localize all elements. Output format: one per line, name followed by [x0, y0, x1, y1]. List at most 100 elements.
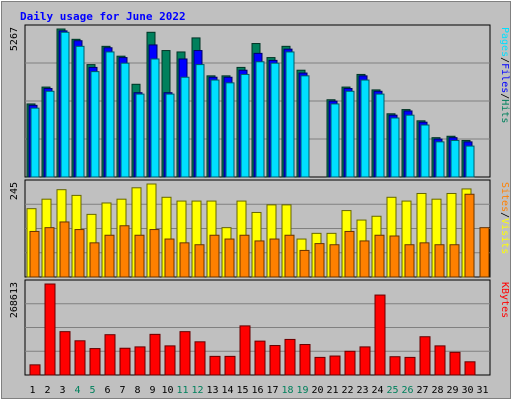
kbytes-bar-day-5 [89, 348, 101, 376]
kbytes-bar-day-24 [374, 294, 386, 376]
sites-bar-day-30 [464, 193, 475, 278]
kbytes-bar-day-30 [464, 361, 476, 376]
pages-bar-day-12 [195, 64, 205, 178]
kbytes-bar-day-17 [269, 345, 281, 376]
kbytes-bar-day-18 [284, 338, 296, 376]
sites-bar-day-15 [239, 234, 250, 278]
hits-files-pages-panel: 5267 Pages/Files/Hits [9, 24, 510, 178]
sites-bar-day-20 [314, 243, 325, 278]
x-tick-label: 3 [59, 385, 65, 396]
sites-bar-day-24 [374, 234, 385, 278]
legend-separator: / [499, 93, 510, 99]
pages-bar-day-17 [270, 62, 280, 178]
pages-bar-day-6 [105, 51, 115, 178]
kbytes-bar-day-26 [404, 356, 416, 376]
pages-bar-day-9 [150, 58, 160, 178]
pages-bar-day-23 [360, 79, 370, 178]
pages-bar-day-29 [450, 139, 460, 178]
legend-sites: Sites [499, 182, 510, 212]
sites-bar-day-22 [344, 230, 355, 278]
right-legend: Sites/Visits [499, 182, 510, 254]
sites-bar-day-31 [479, 227, 490, 278]
kbytes-bar-day-3 [59, 331, 71, 376]
x-tick-label: 19 [296, 385, 308, 396]
sites-bar-day-13 [209, 234, 220, 278]
kbytes-bar-day-25 [389, 356, 401, 376]
sites-bar-day-2 [44, 227, 55, 278]
sites-bar-day-5 [89, 242, 100, 278]
x-tick-label: 23 [356, 385, 368, 396]
right-legend: KBytes [499, 282, 510, 318]
x-tick-label: 1 [29, 385, 35, 396]
x-tick-label: 9 [149, 385, 155, 396]
x-tick-label: 5 [89, 385, 95, 396]
x-tick-label: 12 [191, 385, 203, 396]
sites-bar-day-18 [284, 234, 295, 278]
kbytes-bar-day-6 [104, 334, 116, 376]
sites-bar-day-8 [134, 234, 145, 278]
x-tick-label: 25 [386, 385, 398, 396]
x-tick-label: 13 [206, 385, 218, 396]
sites-bar-day-9 [149, 229, 160, 278]
x-tick-label: 16 [251, 385, 263, 396]
x-tick-label: 24 [371, 385, 383, 396]
kbytes-bar-day-8 [134, 346, 146, 376]
pages-bar-day-5 [90, 71, 100, 178]
x-tick-label: 6 [104, 385, 110, 396]
legend-hits: Hits [499, 99, 510, 123]
pages-bar-day-10 [165, 93, 175, 178]
y-max-label: 5267 [9, 27, 20, 51]
x-tick-label: 18 [281, 385, 293, 396]
sites-bar-day-16 [254, 240, 265, 278]
pages-bar-day-24 [375, 93, 385, 178]
x-tick-label: 27 [416, 385, 428, 396]
kbytes-bar-day-28 [434, 345, 446, 376]
kbytes-bar-day-23 [359, 346, 371, 376]
pages-bar-day-2 [45, 90, 55, 178]
sites-bar-day-19 [299, 249, 310, 278]
legend-pages: Pages [499, 27, 510, 57]
kbytes-bar-day-1 [29, 364, 41, 376]
kbytes-bar-day-2 [44, 283, 56, 376]
sites-bar-day-27 [419, 242, 430, 278]
kbytes-bar-day-27 [419, 336, 431, 376]
kbytes-bar-day-13 [209, 355, 221, 376]
kbytes-bar-day-16 [254, 340, 266, 376]
pages-bar-day-11 [180, 76, 190, 178]
pages-bar-day-30 [465, 145, 475, 178]
sites-bar-day-28 [434, 244, 445, 278]
kbytes-bar-day-22 [344, 350, 356, 376]
pages-bar-day-18 [285, 51, 295, 178]
pages-bar-day-19 [300, 75, 310, 178]
y-max-label: 268613 [9, 282, 20, 318]
legend-kbytes: KBytes [499, 282, 510, 318]
x-tick-label: 15 [236, 385, 248, 396]
legend-files: Files [499, 63, 510, 93]
x-tick-label: 29 [446, 385, 458, 396]
pages-bar-day-13 [210, 79, 220, 178]
kbytes-bar-day-4 [74, 340, 86, 376]
sites-bar-day-1 [29, 230, 40, 278]
sites-bar-day-29 [449, 244, 460, 278]
x-tick-label: 11 [176, 385, 188, 396]
legend-separator: / [499, 212, 510, 218]
x-tick-label: 30 [461, 385, 473, 396]
kbytes-bar-day-19 [299, 344, 311, 376]
pages-bar-day-25 [390, 117, 400, 178]
sites-bar-day-4 [74, 229, 85, 278]
kbytes-bar-day-7 [119, 347, 131, 376]
kbytes-bar-day-9 [149, 333, 161, 376]
kbytes-bar-day-15 [239, 325, 251, 376]
sites-bar-day-14 [224, 238, 235, 278]
kbytes-bar-day-14 [224, 355, 236, 376]
pages-bar-day-15 [240, 73, 250, 178]
x-tick-label: 20 [311, 385, 323, 396]
x-tick-label: 22 [341, 385, 353, 396]
pages-bar-day-14 [225, 82, 235, 178]
x-tick-label: 21 [326, 385, 338, 396]
kbytes-bar-day-10 [164, 345, 176, 376]
x-tick-label: 31 [476, 385, 488, 396]
pages-bar-day-28 [435, 141, 445, 178]
